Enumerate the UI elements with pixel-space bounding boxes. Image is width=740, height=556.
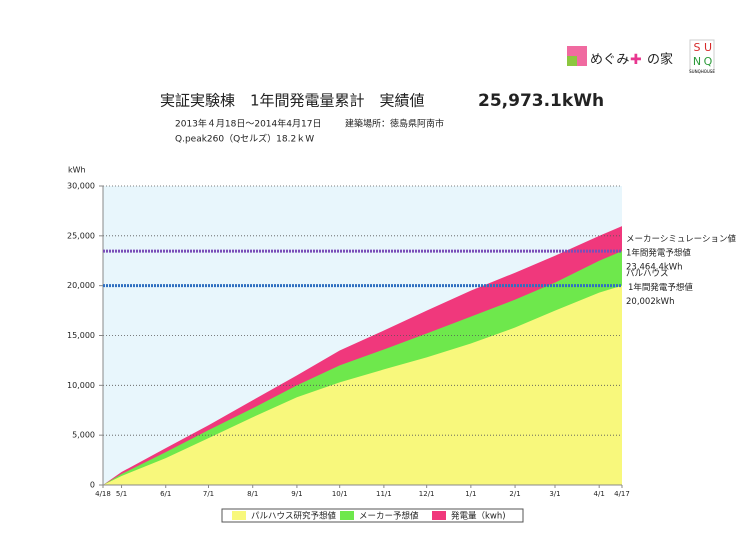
x-tick-label: 10/1	[332, 490, 348, 498]
reference-label: 23,464.4kWh	[626, 263, 683, 273]
logo-icon	[567, 56, 577, 66]
reference-label: 1年間発電予想値	[626, 248, 691, 259]
legend	[221, 508, 524, 523]
x-tick-label: 9/1	[291, 490, 302, 498]
x-tick-label: 4/1	[594, 490, 605, 498]
x-tick-label: 4/18	[95, 490, 111, 498]
reference-label: 1年間発電予想値	[628, 282, 693, 293]
x-tick-label: 1/1	[465, 490, 476, 498]
x-tick-label: 2/1	[509, 490, 520, 498]
y-tick-label: 30,000	[67, 182, 95, 191]
reference-label: パルハウス	[626, 269, 669, 279]
y-tick-label: 25,000	[67, 231, 95, 240]
period: 2013年４月18日〜2014年4月17日	[175, 118, 321, 130]
legend-swatch	[232, 511, 246, 520]
system: Q.peak260（Qセルズ）18.2ｋW	[175, 133, 314, 145]
logo-letter: N	[693, 55, 701, 68]
y-tick-label: 10,000	[67, 381, 95, 390]
logo-letter: Q	[704, 55, 713, 68]
logo-plus: ✚	[630, 52, 642, 68]
chart-total: 25,973.1kWh	[478, 91, 604, 111]
x-tick-label: 7/1	[203, 490, 214, 498]
x-tick-label: 11/1	[376, 490, 392, 498]
x-tick-label: 5/1	[116, 490, 127, 498]
location: 建築場所：徳島県阿南市	[345, 118, 444, 130]
x-tick-label: 8/1	[247, 490, 258, 498]
legend-swatch	[432, 511, 446, 520]
y-tick-label: 15,000	[67, 331, 95, 340]
logo-text: めぐみ	[590, 53, 629, 68]
logo-box	[689, 39, 715, 73]
y-tick-label: 20,000	[67, 281, 95, 290]
y-tick-label: 0	[90, 481, 95, 490]
y-axis-label: kWh	[68, 166, 86, 175]
logo-text: の家	[647, 52, 673, 68]
legend-label: メーカー予想値	[359, 511, 419, 522]
logo-letter: S	[694, 41, 701, 54]
reference-label: 20,002kWh	[626, 297, 674, 307]
chart-title: 実証実験棟 1年間発電量累計 実績値	[160, 92, 425, 110]
logo-letter: U	[704, 41, 712, 54]
logo-company: SUNQHOUSE	[689, 69, 715, 74]
x-tick-label: 12/1	[419, 490, 435, 498]
x-tick-label: 6/1	[160, 490, 171, 498]
legend-label: 発電量（kwh)	[451, 511, 506, 522]
legend-label: パルハウス研究予想値	[251, 511, 337, 522]
reference-label: メーカーシミュレーション値	[626, 234, 736, 245]
y-tick-label: 5,000	[72, 431, 95, 440]
x-tick-label: 4/17	[614, 490, 630, 498]
x-tick-label: 3/1	[549, 490, 560, 498]
legend-swatch	[340, 511, 354, 520]
